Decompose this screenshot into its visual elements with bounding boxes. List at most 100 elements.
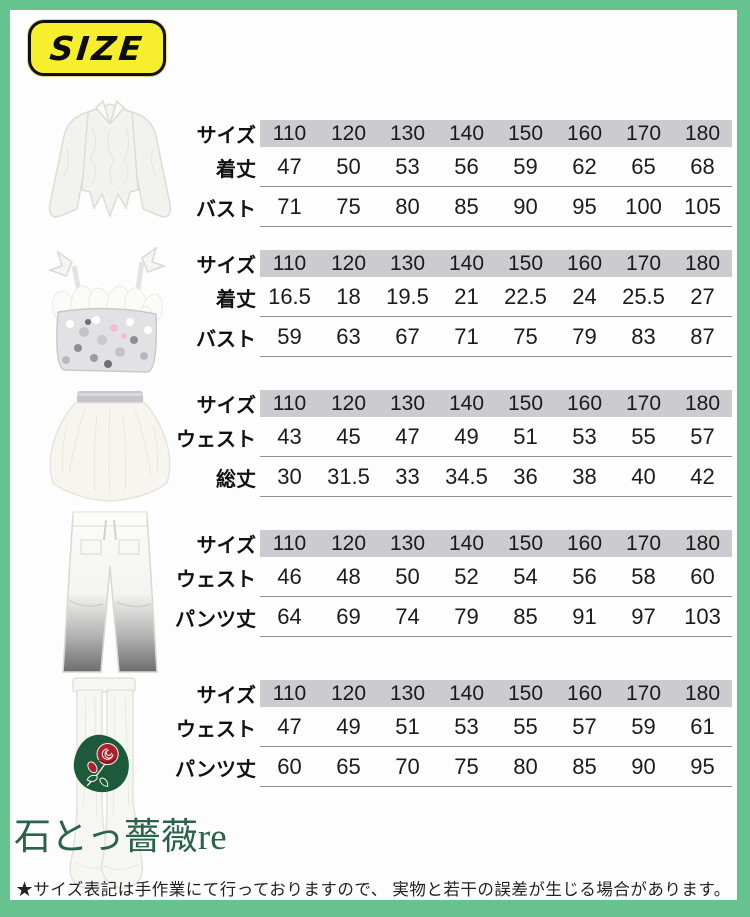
size-cell: 95 (690, 753, 715, 779)
size-cell: 53 (395, 153, 420, 179)
size-cell: 57 (690, 423, 715, 449)
row-label: サイズ (196, 683, 256, 707)
row-label: サイズ (196, 253, 256, 277)
size-cell: 67 (395, 323, 420, 349)
row-label: サイズ (196, 393, 256, 417)
table-row: サイズ 110 120 130 140 150 160 170 180 (180, 680, 732, 707)
size-cell: 22.5 (504, 283, 547, 309)
size-badge: SIZE (28, 20, 166, 76)
table-row: 着丈 47 50 53 56 59 62 65 68 (180, 147, 732, 187)
size-cell: 74 (395, 603, 420, 629)
size-cell: 150 (507, 681, 544, 705)
size-cell: 16.5 (268, 283, 311, 309)
size-cell: 79 (454, 603, 479, 629)
size-cell: 58 (631, 563, 656, 589)
size-cell: 46 (277, 563, 302, 589)
size-cell: 180 (684, 121, 721, 145)
row-cells: 60 65 70 75 80 85 90 95 (260, 747, 732, 787)
shirt-illustration (48, 99, 172, 219)
size-table: サイズ 110 120 130 140 150 160 170 180 着丈 16.5 18 19.5 2… (180, 250, 732, 357)
row-label: パンツ丈 (175, 756, 256, 781)
size-cell: 71 (277, 193, 302, 219)
size-cell: 85 (454, 193, 479, 219)
size-cell: 63 (336, 323, 361, 349)
size-cell: 69 (336, 603, 361, 629)
size-cell: 140 (448, 251, 485, 275)
skirt-illustration (49, 391, 171, 502)
table-row: パンツ丈 64 69 74 79 85 91 97 103 (175, 597, 732, 637)
size-cell: 110 (272, 531, 307, 555)
size-cell: 180 (684, 251, 721, 275)
size-cell: 140 (448, 681, 485, 705)
row-label: バスト (196, 196, 256, 221)
size-cell: 38 (572, 463, 597, 489)
table-row: ウェスト 43 45 47 49 51 53 55 57 (176, 417, 732, 457)
size-cell: 60 (690, 563, 715, 589)
size-cell: 40 (631, 463, 656, 489)
size-cell: 64 (277, 603, 302, 629)
row-label: ウェスト (176, 426, 256, 451)
size-cell: 21 (454, 283, 479, 309)
product-image-gradient-pants (35, 504, 185, 685)
size-table: サイズ 110 120 130 140 150 160 170 180 着丈 47 50 53 56 59 6… (180, 120, 732, 227)
size-cell: 100 (625, 193, 662, 219)
size-cell: 180 (684, 531, 721, 555)
table-row: パンツ丈 60 65 70 75 80 85 90 95 (175, 747, 732, 787)
size-cell: 120 (330, 531, 367, 555)
row-cells: 47 49 51 53 55 57 59 61 (260, 707, 732, 747)
size-cell: 49 (336, 713, 361, 739)
shop-logo (68, 732, 134, 801)
size-cell: 170 (625, 531, 662, 555)
size-cell: 160 (566, 681, 603, 705)
size-cell: 49 (454, 423, 479, 449)
size-cell: 56 (572, 563, 597, 589)
size-cell: 160 (566, 531, 603, 555)
table-row: ウェスト 47 49 51 53 55 57 59 61 (176, 707, 732, 747)
size-cell: 52 (454, 563, 479, 589)
size-cell: 91 (572, 603, 597, 629)
size-cell: 75 (454, 753, 479, 779)
footer-note: ★サイズ表記は手作業にて行っておりますので、 実物と若干の誤差が生じる場合があり… (16, 880, 731, 899)
row-label: サイズ (196, 123, 256, 147)
size-cell: 56 (454, 153, 479, 179)
size-cell: 70 (395, 753, 420, 779)
size-cell: 61 (690, 713, 715, 739)
size-cell: 85 (572, 753, 597, 779)
row-cells: 110 120 130 140 150 160 170 180 (260, 120, 732, 147)
table-row: 着丈 16.5 18 19.5 21 22.5 24 25.5 27 (180, 277, 732, 317)
table-row: サイズ 110 120 130 140 150 160 170 180 (180, 390, 732, 417)
size-cell: 180 (684, 681, 721, 705)
size-cell: 55 (513, 713, 538, 739)
size-cell: 51 (513, 423, 538, 449)
size-table: サイズ 110 120 130 140 150 160 170 180 ウェスト 46 48 50 52 5… (175, 530, 732, 637)
row-label: ウェスト (176, 716, 256, 741)
size-cell: 75 (336, 193, 361, 219)
size-cell: 62 (572, 153, 597, 179)
size-cell: 130 (389, 531, 426, 555)
size-cell: 140 (448, 531, 485, 555)
row-cells: 71 75 80 85 90 95 100 105 (260, 187, 732, 227)
size-cell: 160 (566, 251, 603, 275)
row-label: 着丈 (216, 156, 256, 181)
size-cell: 43 (277, 423, 302, 449)
size-cell: 160 (566, 391, 603, 415)
size-cell: 170 (625, 681, 662, 705)
table-row: サイズ 110 120 130 140 150 160 170 180 (180, 250, 732, 277)
size-cell: 50 (336, 153, 361, 179)
size-cell: 90 (513, 193, 538, 219)
size-cell: 75 (513, 323, 538, 349)
size-cell: 105 (684, 193, 721, 219)
size-cell: 150 (507, 251, 544, 275)
table-row: ウェスト 46 48 50 52 54 56 58 60 (176, 557, 732, 597)
size-cell: 55 (631, 423, 656, 449)
size-cell: 34.5 (445, 463, 488, 489)
row-cells: 16.5 18 19.5 21 22.5 24 25.5 27 (260, 277, 732, 317)
table-row: バスト 59 63 67 71 75 79 83 87 (180, 317, 732, 357)
size-cell: 50 (395, 563, 420, 589)
row-cells: 59 63 67 71 75 79 83 87 (260, 317, 732, 357)
shop-logo-text: 石とっ薔薇re (14, 817, 227, 858)
size-cell: 90 (631, 753, 656, 779)
size-cell: 120 (330, 681, 367, 705)
size-cell: 31.5 (327, 463, 370, 489)
size-cell: 170 (625, 251, 662, 275)
